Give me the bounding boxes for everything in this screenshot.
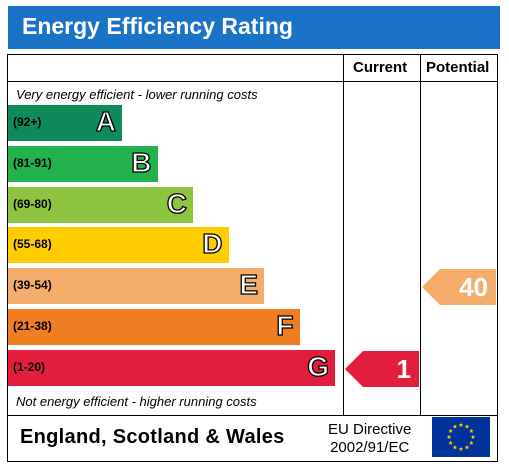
note-efficient: Very energy efficient - lower running co… [16, 87, 258, 102]
eu-star-icon [458, 422, 464, 427]
note-inefficient: Not energy efficient - higher running co… [16, 394, 257, 409]
footer-separator [8, 415, 497, 416]
band-d: (55-68) D [8, 227, 229, 264]
eu-star-icon [458, 446, 464, 451]
divider-current [343, 55, 344, 416]
current-rating-marker-value: 1 [396, 353, 411, 384]
band-range-label: (92+) [13, 115, 42, 129]
eu-star-icon [446, 434, 452, 439]
rating-table: Current Potential Very energy efficient … [7, 54, 498, 462]
potential-rating-marker: 40 [422, 269, 496, 306]
title-bar: Energy Efficiency Rating [8, 6, 500, 49]
band-range-label: (55-68) [13, 237, 52, 252]
band-e: (39-54) E [8, 268, 264, 305]
band-c: (69-80) C [8, 186, 193, 223]
eu-directive: EU Directive 2002/91/EC [328, 421, 411, 457]
band-range-label: (1-20) [13, 359, 46, 374]
potential-rating-marker-value: 40 [459, 272, 488, 303]
band-letter: G [307, 350, 330, 382]
divider-potential [420, 55, 421, 416]
eu-star-icon [452, 424, 458, 429]
country-label: England, Scotland & Wales [20, 426, 285, 448]
eu-star-icon [464, 424, 470, 429]
eu-directive-line1: EU Directive [328, 421, 412, 438]
band-f: (21-38) F [8, 309, 300, 345]
band-letter: A [95, 105, 117, 137]
eu-star-icon [469, 428, 474, 433]
eu-star-icon [464, 444, 470, 450]
current-rating-marker: 1 [345, 350, 419, 387]
band-range-label: (21-38) [13, 319, 52, 333]
column-header-potential: Potential [426, 59, 490, 76]
band-letter: C [166, 187, 188, 219]
header-underline [8, 81, 497, 82]
band-a: (92+) A [8, 105, 122, 141]
eu-directive-line2: 2002/91/EC [330, 439, 410, 456]
band-range-label: (81-91) [13, 155, 52, 170]
band-b: (81-91) B [8, 145, 158, 182]
eu-star-icon [469, 440, 474, 445]
band-letter: E [239, 269, 259, 301]
page-title: Energy Efficiency Rating [22, 13, 293, 39]
band-letter: B [131, 146, 153, 178]
band-range-label: (69-80) [13, 196, 52, 211]
eu-star-icon [448, 428, 453, 433]
band-g: (1-20) G [8, 349, 335, 386]
eu-star-icon [470, 434, 476, 439]
band-range-label: (39-54) [13, 278, 52, 293]
band-letter: F [276, 309, 294, 341]
band-letter: D [202, 228, 224, 260]
eu-flag-icon [432, 417, 490, 457]
eu-star-icon [452, 444, 458, 450]
eu-star-icon [448, 440, 453, 445]
column-header-current: Current [353, 59, 408, 76]
